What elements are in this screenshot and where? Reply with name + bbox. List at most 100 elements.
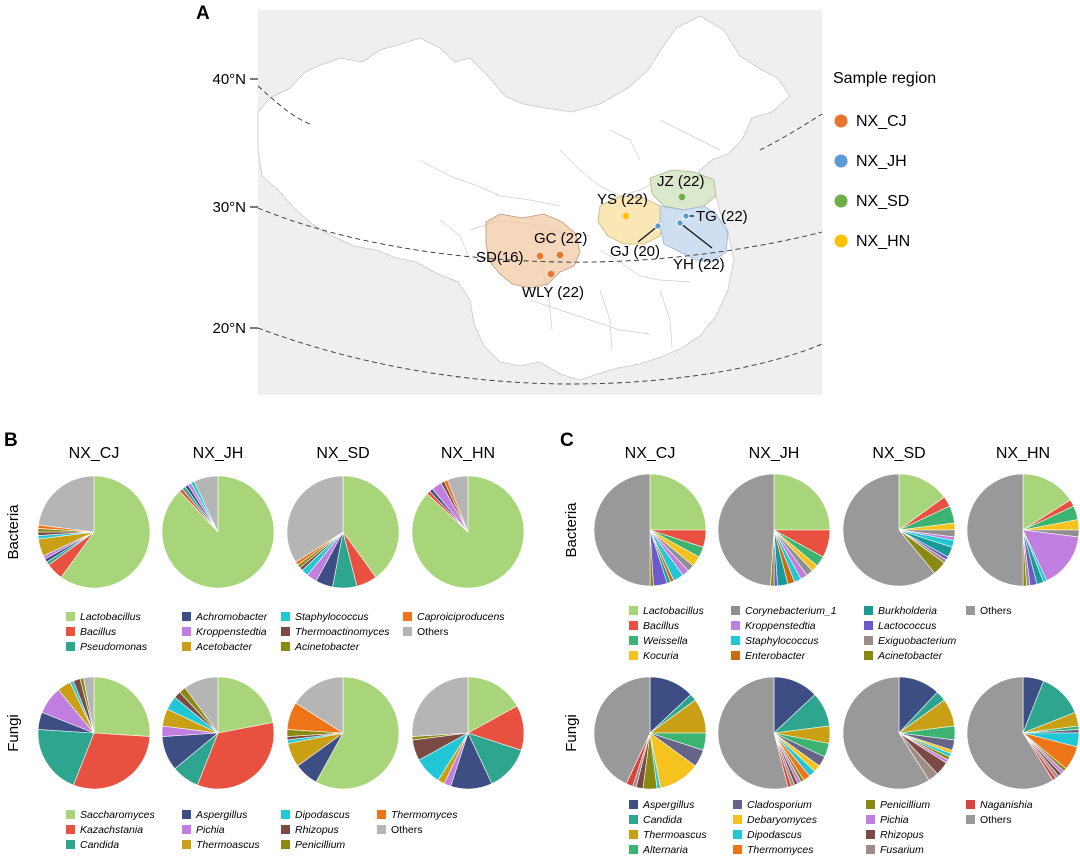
site-label-tg: TG (22) [696, 208, 748, 225]
panel-b-bacteria-legend-swatch-acetobacter [182, 642, 191, 651]
panel-c-bacteria-legend-label-lactococcus: Lactococcus [878, 620, 937, 632]
latitude-line-40-east [759, 113, 823, 151]
panel-c-bacteria-legend-label-weissella: Weissella [643, 635, 688, 647]
panel-b-fungi-legend-label-candida: Candida [80, 839, 119, 851]
panel-b-fungi-legend-swatch-saccharomyces [66, 810, 75, 819]
latitude-line-20 [257, 327, 823, 385]
panel-c-bacteria-legend-swatch-acinetobacter [864, 651, 873, 660]
panel-c-bacteria-legend-swatch-corynebacterium-1 [731, 606, 740, 615]
panel-c-bacteria-legend-label-corynebacterium-1: Corynebacterium_1 [745, 605, 837, 617]
panel-c-bacteria-pie-nx-sd-slice-lactobacillus [898, 473, 945, 531]
panel-c-bacteria-legend-label-bacillus: Bacillus [643, 620, 680, 632]
map-panel: 40°N 30°N 20°N SD(16) GC (22) WLY (22) Y… [212, 10, 936, 395]
map-legend-label-hn: NX_HN [856, 233, 910, 250]
site-point-jz [678, 193, 686, 201]
panel-b-group-title-nx-jh: NX_JH [193, 445, 244, 462]
panel-c-fungi-legend-swatch-alternaria [629, 845, 638, 854]
panel-b-charts: NX_CJ NX_JH NX_SD NX_HN Bacteria Fungi Lactoba… [5, 445, 525, 851]
panel-c-fungi-legend-label-debaryomyces: Debaryomyces [747, 814, 818, 826]
panel-c-fungi-legend-swatch-pichia [866, 815, 875, 824]
map-legend-title: Sample region [833, 70, 936, 87]
panel-b-bacteria-legend-swatch-pseudomonas [66, 642, 75, 651]
panel-b-fungi-pie-nx-jh-slice-others [184, 676, 219, 734]
panel-b-fungi-legend-swatch-kazachstania [66, 825, 75, 834]
panel-c-fungi-legend-label-cladosporium: Cladosporium [747, 799, 812, 811]
panel-c-group-title-nx-hn: NX_HN [996, 445, 1050, 462]
panel-letter-a: A [196, 3, 210, 24]
site-label-gj: GJ (20) [610, 243, 660, 260]
panel-b-fungi-legend-label-penicillium: Penicillium [295, 839, 345, 851]
panel-c-fungi-legend-swatch-others [966, 815, 975, 824]
panel-c-fungi-legend-swatch-cladosporium [733, 800, 742, 809]
panel-b-fungi-legend-label-dipodascus: Dipodascus [295, 809, 351, 821]
map-legend-label-cj: NX_CJ [856, 113, 907, 130]
site-point-yh [676, 219, 684, 227]
panel-c-bacteria-legend-label-enterobacter: Enterobacter [745, 650, 806, 662]
site-label-ys: YS (22) [597, 191, 648, 208]
panel-b-bacteria-legend-label-kroppenstedtia: Kroppenstedtia [196, 626, 267, 638]
panel-b-fungi-legend-swatch-pichia [182, 825, 191, 834]
panel-c-bacteria-legend-swatch-staphylococcus [731, 636, 740, 645]
latitude-line-30 [257, 207, 823, 263]
panel-b-fungi-legend-label-thermoascus: Thermoascus [196, 839, 260, 851]
panel-c-fungi-legend-label-thermomyces: Thermomyces [747, 844, 814, 856]
region-nx-cj [485, 213, 581, 289]
panel-c-bacteria-legend-swatch-lactococcus [864, 621, 873, 630]
map-legend: NX_CJ NX_JH NX_SD NX_HN [834, 113, 910, 250]
panel-b-bacteria-legend-swatch-kroppenstedtia [182, 627, 191, 636]
latitude-label-20: 20°N [212, 320, 246, 337]
site-label-gc: GC (22) [534, 230, 587, 247]
panel-c-bacteria-legend-swatch-kroppenstedtia [731, 621, 740, 630]
panel-b-fungi-legend-label-others: Others [391, 824, 423, 836]
panel-c-fungi-pie-nx-cj-slice-others [593, 676, 651, 785]
panel-c-fungi-legend-label-thermoascus: Thermoascus [643, 829, 707, 841]
panel-c-kingdom-label-bacteria: Bacteria [563, 502, 580, 558]
site-point-gc [556, 251, 564, 259]
panel-c-fungi-legend-swatch-candida [629, 815, 638, 824]
panel-b-fungi-legend-label-pichia: Pichia [196, 824, 225, 836]
panel-b-fungi-legend-label-rhizopus: Rhizopus [295, 824, 340, 836]
map-country-outline [257, 15, 791, 381]
panel-c-bacteria-legend-swatch-kocuria [629, 651, 638, 660]
panel-c-bacteria-pie-nx-cj-slice-others [593, 473, 651, 587]
panel-b-bacteria-legend-label-pseudomonas: Pseudomonas [80, 641, 148, 653]
panel-b-bacteria-legend-swatch-others [403, 627, 412, 636]
panel-b-bacteria-legend-label-staphylococcus: Staphylococcus [295, 611, 369, 623]
panel-c-fungi-legend-swatch-penicillium [866, 800, 875, 809]
site-point-sd [536, 252, 544, 260]
map-legend-label-sd: NX_SD [856, 193, 909, 210]
panel-b-kingdom-label-fungi: Fungi [5, 714, 22, 752]
panel-b-fungi-pie-nx-sd-slice-saccharomyces [315, 676, 400, 790]
panel-c-bacteria-legend-label-acinetobacter: Acinetobacter [877, 650, 943, 662]
panel-b-bacteria-legend-swatch-bacillus [66, 627, 75, 636]
panel-b-bacteria-legend-swatch-thermoactinomyces [281, 627, 290, 636]
panel-c-fungi-legend-swatch-dipodascus [733, 830, 742, 839]
map-legend-swatch-cj [834, 114, 848, 128]
panel-c-bacteria-legend-swatch-burkholderia [864, 606, 873, 615]
panel-b-fungi-legend-label-aspergillus: Aspergillus [195, 809, 248, 821]
panel-c-bacteria-legend-label-exiguobacterium: Exiguobacterium [878, 635, 956, 647]
panel-c-charts: NX_CJ NX_JH NX_SD NX_HN Bacteria Fungi Lactoba… [563, 445, 1080, 856]
panel-b-fungi-legend-swatch-dipodascus [281, 810, 290, 819]
panel-b-fungi-pie-nx-hn-slice-saccharomyces [467, 676, 518, 734]
panel-b-fungi-pie-nx-jh-slice-kazachstania [197, 722, 275, 790]
panel-b-fungi-legend-swatch-penicillium [281, 840, 290, 849]
latitude-label-40: 40°N [212, 71, 246, 88]
panel-c-bacteria-legend-label-burkholderia: Burkholderia [878, 605, 937, 617]
panel-b-bacteria-pie-nx-cj-slice-others [38, 475, 95, 533]
panel-b-bacteria-legend-swatch-staphylococcus [281, 612, 290, 621]
panel-c-group-title-nx-jh: NX_JH [749, 445, 800, 462]
site-label-wly: WLY (22) [522, 284, 584, 301]
panel-c-bacteria-pie-nx-jh-slice-lactobacillus [773, 473, 831, 531]
panel-c-fungi-legend-label-aspergillus: Aspergillus [642, 799, 695, 811]
panel-b-fungi-legend-swatch-aspergillus [182, 810, 191, 819]
panel-b-bacteria-legend-label-lactobacillus: Lactobacillus [80, 611, 141, 623]
panel-b-fungi-pie-nx-hn-slice-others [411, 676, 469, 737]
panel-b-fungi-pie-nx-sd-slice-others [295, 676, 344, 734]
region-nx-sd [649, 169, 717, 211]
panel-c-bacteria-legend-label-staphylococcus: Staphylococcus [745, 635, 819, 647]
panel-letter-b: B [4, 430, 18, 451]
panel-c-group-title-nx-sd: NX_SD [872, 445, 925, 462]
panel-c-fungi-legend-swatch-thermomyces [733, 845, 742, 854]
